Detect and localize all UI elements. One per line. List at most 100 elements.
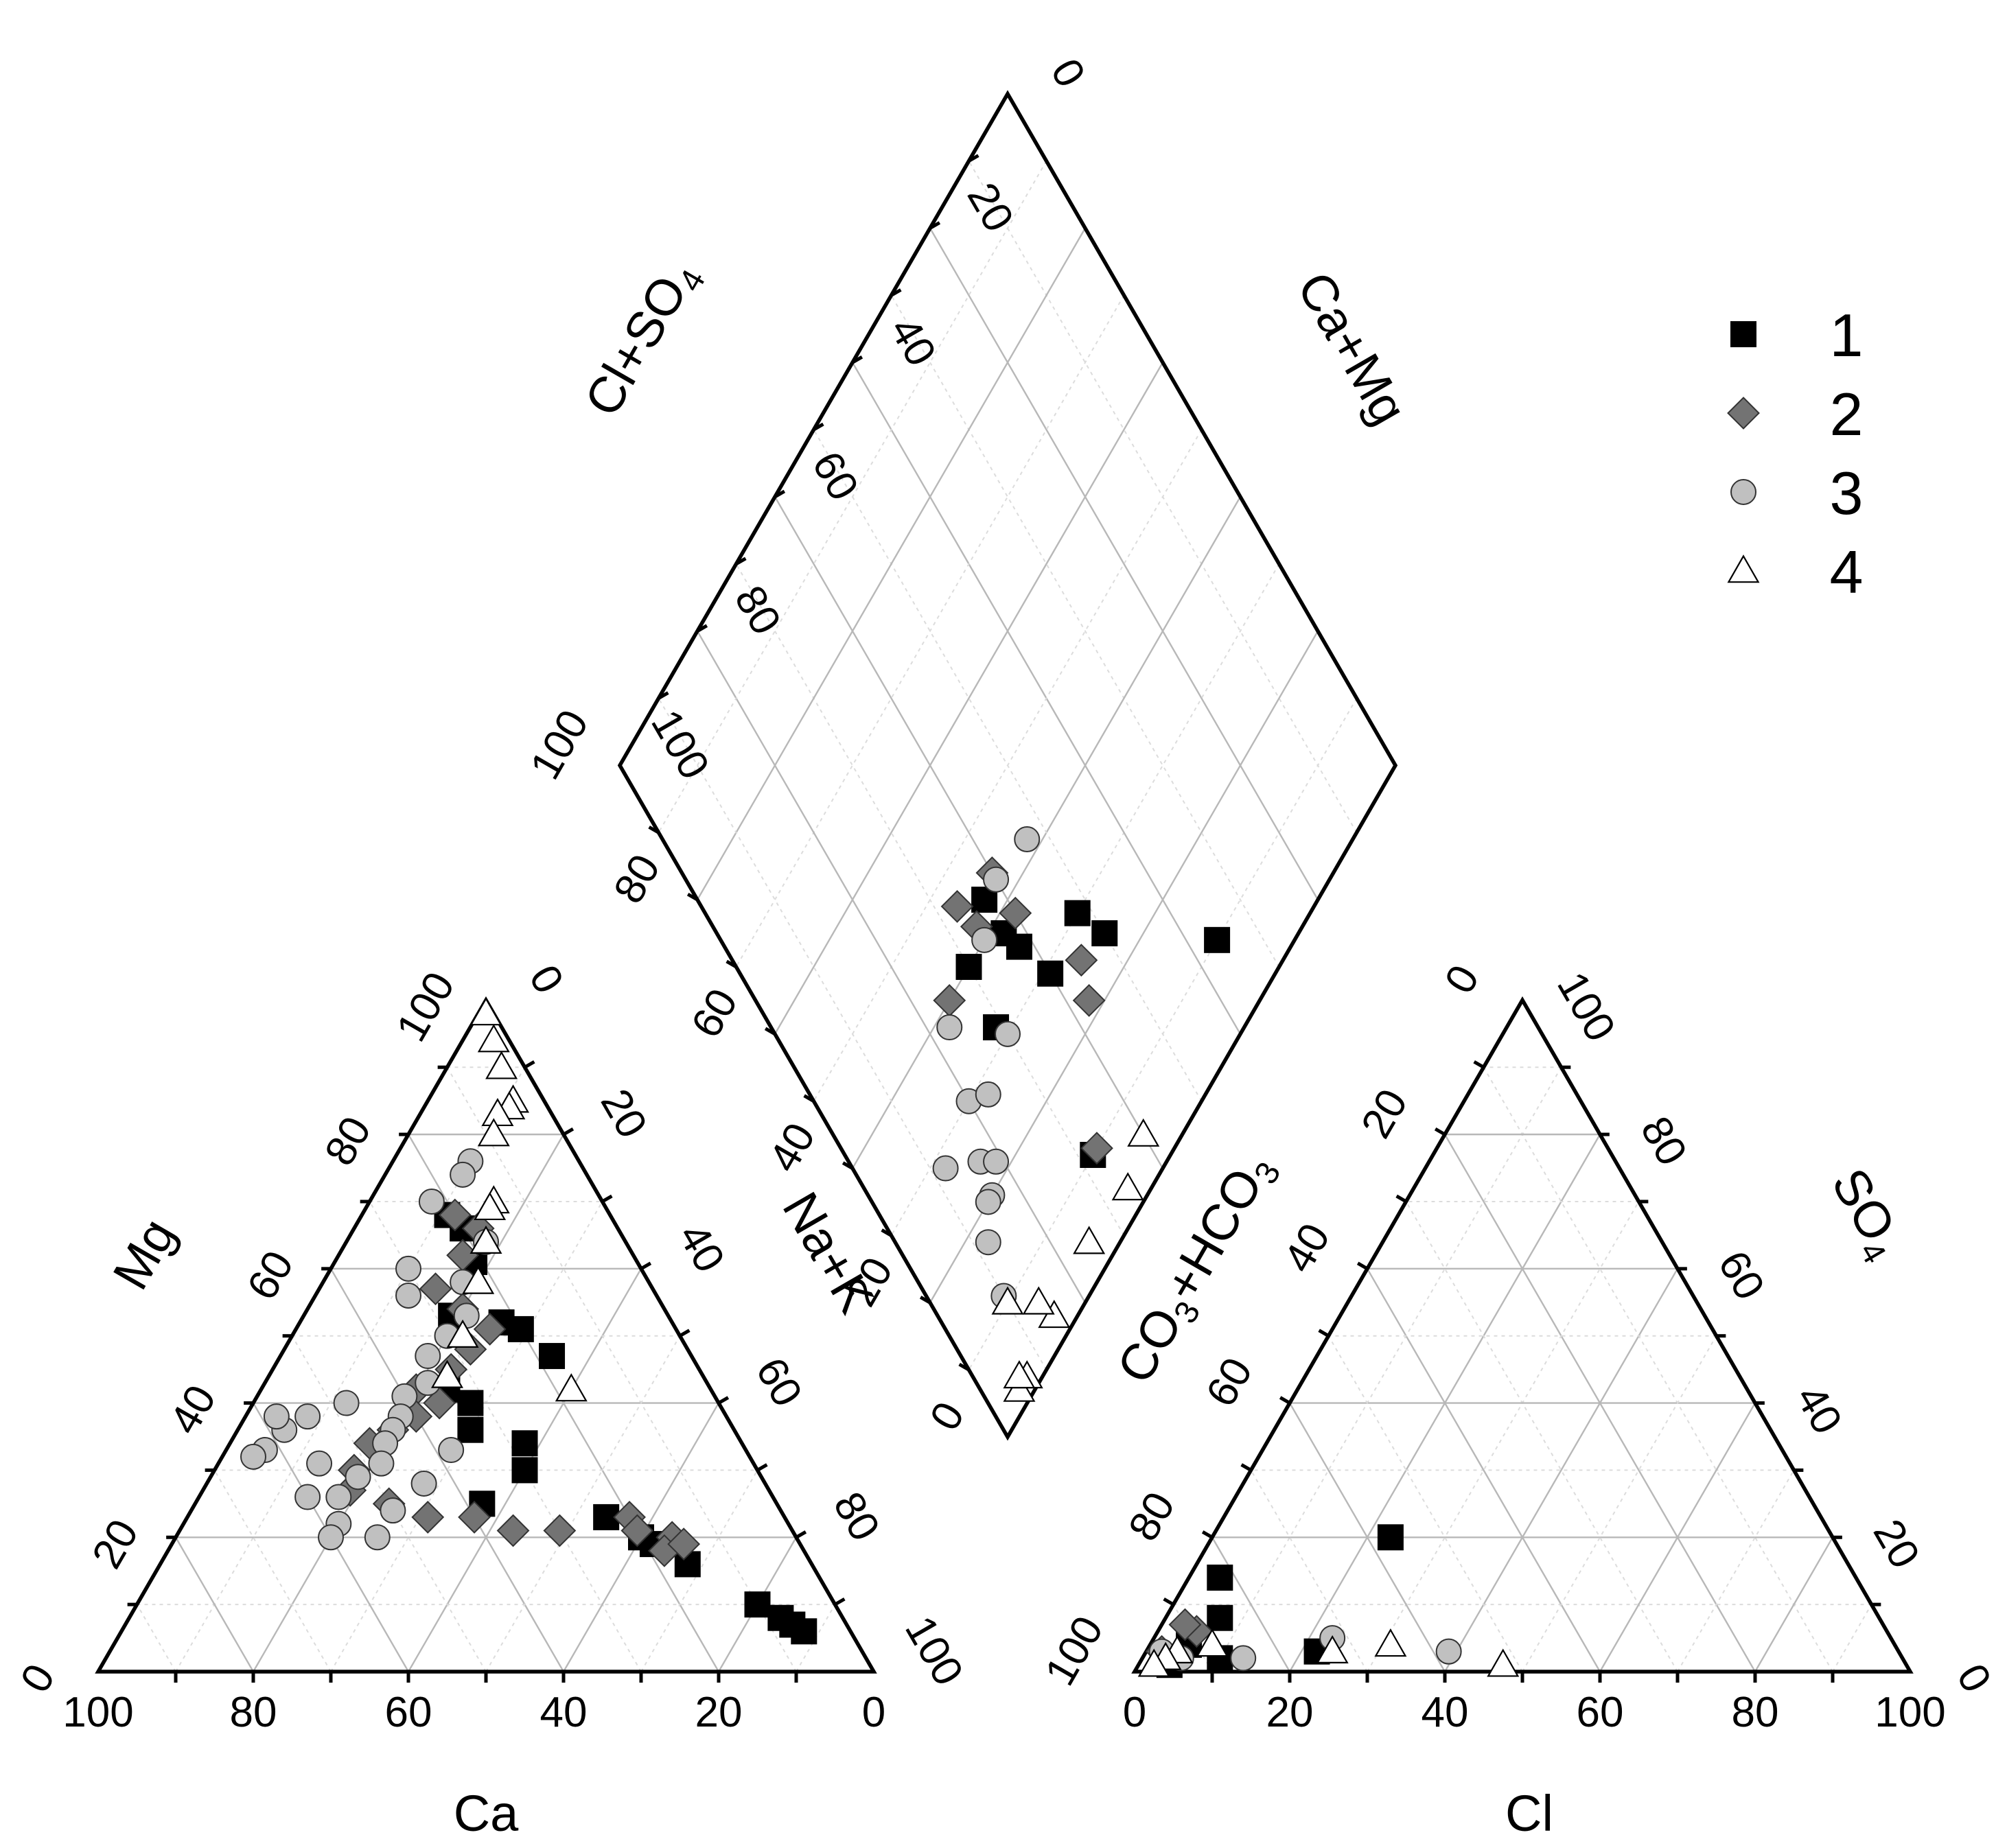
anion-tick-left-70 [1240,1463,1252,1472]
point-s1-cation-11 [511,1457,538,1484]
point-s2-cation-19 [543,1514,577,1547]
diamond-grid-a-90 [658,161,1047,833]
point-s3-cation-25 [364,1524,391,1551]
point-s3-diamond-5 [975,1229,1001,1256]
axis-ticks [127,154,1881,1683]
cation-ticklabel-mg-0: 0 [12,1657,65,1700]
point-s4-anion-1 [1374,1628,1407,1657]
anion-ticklabel-so4-20: 20 [1864,1512,1929,1576]
anion-ticklabel-cl-60: 60 [1577,1689,1624,1736]
diamond-tick-right-60 [774,489,786,499]
anion-grid-b-70 [1250,1469,1368,1672]
point-s1-anion-3 [1207,1604,1233,1631]
point-s3-cation-22 [306,1450,333,1477]
point-s3-diamond-7 [936,1014,963,1041]
diamond-tick-left-90 [648,826,660,834]
point-s3-cation-27 [333,1390,360,1416]
tick-labels: 1000000000802020202020202060404040404040… [12,51,2001,1736]
anion-grid-a-80 [1754,1536,1834,1672]
point-s3-cation-16 [345,1464,371,1490]
point-s2-diamond-1 [1072,983,1106,1017]
diamond-tick-left-40 [842,1161,854,1170]
point-s4-cation-6 [477,1118,510,1147]
point-s4-cation-1 [477,1024,510,1053]
diamond-grid-a-30 [890,563,1280,1236]
axis-label-mg: Mg [102,1209,186,1299]
anion-ticklabel-hco3-40: 40 [1275,1215,1339,1280]
diamond-ticklabel-camg-80: 80 [726,578,790,642]
legend-label-2: 2 [1830,380,1864,448]
anion-triangle [1131,996,1914,1674]
cation-ticklabel-nak-40: 40 [669,1215,734,1280]
anion-ticklabel-so4-60: 60 [1709,1243,1774,1307]
point-s2-diamond-6 [940,889,974,923]
cation-ticklabel-ca-80: 20 [695,1689,743,1736]
diamond-ticklabel-clso4-60: 60 [682,981,747,1045]
diamond-tick-left-20 [919,1296,931,1305]
cation-ticklabel-nak-0: 0 [520,957,572,1001]
diamond-ticklabel-clso4-80: 80 [605,847,669,911]
point-s1-cation-8 [457,1390,484,1416]
anion-ticklabel-cl-40: 40 [1422,1689,1469,1736]
point-s3-cation-24 [380,1497,406,1524]
anion-grid-a-90 [1832,1604,1872,1672]
anion-tick-left-50 [1318,1329,1330,1337]
point-s2-cation-23 [620,1514,654,1547]
diamond-tick-right-40 [851,355,863,364]
cation-grid-a-90 [136,1604,176,1672]
cation-tick-right-60 [717,1396,730,1405]
point-s1-anion-2 [1207,1564,1233,1591]
axis-label-cl: Cl [1505,1785,1553,1842]
cation-ticklabel-nak-60: 60 [747,1350,811,1414]
point-s4-diamond-8 [1003,1360,1036,1389]
point-s2-cation-0 [438,1198,472,1232]
point-s2-cation-16 [411,1501,445,1534]
diamond-tick-right-10 [968,154,979,163]
cation-tick-right-30 [601,1194,613,1204]
diamond-grid-b-80 [696,631,1087,1303]
point-s2-cation-3 [419,1272,452,1306]
diamond-grid-b-60 [774,496,1164,1169]
axis-label-so4: SO4 [1815,1159,1916,1270]
anion-ticklabel-hco3-0: 0 [1436,957,1489,1001]
anion-ticklabel-cl-20: 20 [1266,1689,1314,1736]
cation-ticklabel-ca-0: 100 [62,1689,133,1736]
point-s3-diamond-12 [983,1148,1010,1175]
point-s3-diamond-11 [975,1081,1001,1108]
point-s4-diamond-0 [1127,1118,1160,1147]
diamond-grid-b-70 [735,563,1125,1236]
legend: 1 2 3 4 [1727,301,1864,606]
point-s2-diamond-0 [1080,1132,1113,1165]
diamond-ticklabel-clso4-40: 40 [760,1115,824,1180]
point-s1-cation-20 [791,1618,817,1645]
cation-grid-b-50 [485,1335,681,1672]
cation-grid-a-70 [213,1469,332,1672]
point-s3-cation-2 [418,1188,445,1215]
cation-ticklabel-mg-40: 40 [161,1377,225,1442]
diamond [617,90,1398,1441]
anion-grid-b-80 [1211,1536,1291,1672]
anion-ticklabel-hco3-20: 20 [1352,1081,1417,1146]
point-s1-cation-6 [539,1343,566,1370]
diamond-tick-right-70 [735,557,747,565]
diamond-grid-b-90 [658,698,1047,1370]
legend-label-1: 1 [1830,301,1864,369]
point-s2-cation-5 [473,1312,507,1346]
cation-ticklabel-mg-80: 80 [316,1109,380,1173]
diamond-grid-b-50 [813,429,1203,1102]
point-s3-cation-31 [294,1403,321,1430]
cation-ticklabel-mg-20: 20 [83,1512,148,1576]
axis-label-co3-hco3: CO3+HCO3 [1106,1143,1288,1395]
point-s3-anion-2 [1230,1645,1257,1672]
anion-ticklabel-hco3-80: 80 [1119,1484,1184,1549]
anion-ticklabel-so4-40: 40 [1787,1377,1851,1442]
diamond-tick-left-80 [686,892,699,902]
cation-tick-right-20 [562,1127,575,1136]
cation-ticklabel-ca-60: 40 [540,1689,588,1736]
point-s4-cation-8 [474,1191,507,1221]
cation-ticklabel-ca-100: 0 [862,1689,885,1736]
point-s4-cation-2 [485,1051,518,1079]
point-s4-cation-10 [462,1265,495,1294]
legend-marker-3 [1730,479,1756,505]
point-s4-anion-6 [1137,1648,1170,1677]
